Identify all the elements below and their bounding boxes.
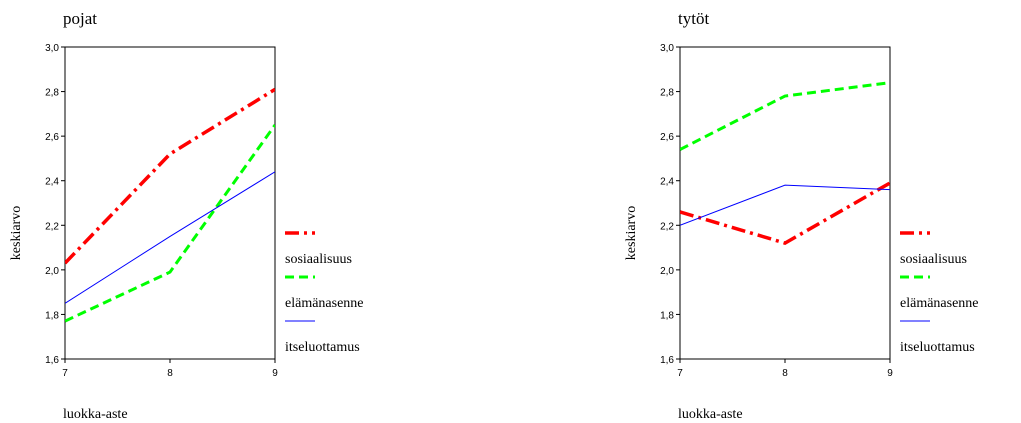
chart-title: pojat [63, 9, 97, 28]
y-tick-label: 2,4 [45, 177, 59, 188]
y-tick-label: 1,8 [45, 310, 59, 321]
series-line-sosiaalisuus [65, 87, 275, 265]
y-tick-label: 3,0 [660, 43, 674, 54]
y-tick-label: 1,6 [660, 355, 674, 366]
series-line-itseluottamus [65, 171, 275, 304]
chart-pojat: pojat 1,6 1,8 2,0 2,2 2,4 2,6 2,8 3,0 7 8 9 keskiarv… [0, 0, 500, 423]
y-tick-label: 2,0 [45, 266, 59, 277]
y-tick-label: 2,0 [660, 266, 674, 277]
x-tick-label: 7 [677, 368, 683, 379]
x-tick-label: 8 [167, 368, 173, 379]
legend-label-elämänasenne: elämänasenne [900, 296, 979, 311]
legend-label-sosiaalisuus: sosiaalisuus [285, 252, 352, 267]
x-axis-label: luokka-aste [678, 407, 743, 422]
x-tick-label: 8 [782, 368, 788, 379]
chart-svg-tytot: tytöt 1,6 1,8 2,0 2,2 2,4 2,6 2,8 3,0 7 8 9 keskiarv… [624, 9, 979, 422]
y-tick-label: 3,0 [45, 43, 59, 54]
y-tick-label: 1,6 [45, 355, 59, 366]
y-axis-label: keskiarvo [9, 206, 24, 260]
series-line-elämänasenne [680, 81, 890, 151]
y-tick-label: 2,6 [660, 132, 674, 143]
series-line-elämänasenne [65, 124, 275, 323]
y-tick-label: 2,8 [660, 88, 674, 99]
legend-label-elämänasenne: elämänasenne [285, 296, 364, 311]
y-tick-label: 2,2 [45, 221, 59, 232]
chart-tytot: tytöt 1,6 1,8 2,0 2,2 2,4 2,6 2,8 3,0 7 8 9 keskiarv… [615, 0, 1021, 423]
y-tick-label: 2,2 [660, 221, 674, 232]
y-tick-label: 2,4 [660, 177, 674, 188]
plot-frame [64, 46, 276, 360]
legend-label-itseluottamus: itseluottamus [900, 340, 975, 355]
x-axis-label: luokka-aste [63, 407, 128, 422]
chart-title: tytöt [678, 9, 709, 28]
y-tick-label: 1,8 [660, 310, 674, 321]
legend-label-itseluottamus: itseluottamus [285, 340, 360, 355]
series-line-itseluottamus [680, 184, 890, 226]
y-tick-label: 2,6 [45, 132, 59, 143]
x-tick-label: 9 [272, 368, 278, 379]
x-tick-label: 7 [62, 368, 68, 379]
y-axis-label: keskiarvo [624, 206, 639, 260]
series-line-sosiaalisuus [680, 181, 890, 246]
y-tick-label: 2,8 [45, 88, 59, 99]
legend-label-sosiaalisuus: sosiaalisuus [900, 252, 967, 267]
x-tick-label: 9 [887, 368, 893, 379]
chart-svg-pojat: pojat 1,6 1,8 2,0 2,2 2,4 2,6 2,8 3,0 7 8 9 keskiarv… [9, 9, 364, 422]
